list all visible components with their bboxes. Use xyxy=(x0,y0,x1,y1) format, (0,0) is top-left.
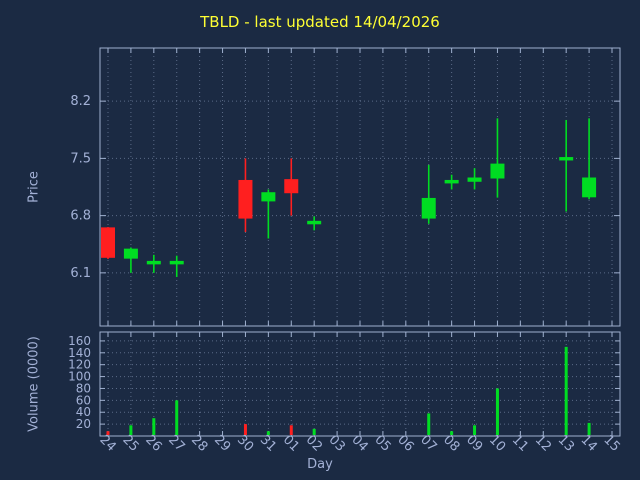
price-tick-label: 6.8 xyxy=(70,209,91,224)
chart-title: TBLD - last updated 14/04/2026 xyxy=(200,13,440,31)
volume-axis-label: Volume (0000) xyxy=(26,336,42,432)
candle-body xyxy=(307,220,322,225)
candle-body xyxy=(169,260,184,265)
volume-tick-label: 60 xyxy=(76,393,91,407)
volume-tick-label: 140 xyxy=(68,346,91,360)
price-tick-label: 8.2 xyxy=(70,94,91,109)
candle-body xyxy=(238,179,253,219)
price-tick-label: 7.5 xyxy=(70,151,91,166)
price-panel-border xyxy=(99,47,621,327)
volume-panel-border xyxy=(99,331,621,437)
candle-body xyxy=(101,227,115,258)
candle-body xyxy=(284,179,299,194)
volume-tick-label: 120 xyxy=(68,358,91,372)
candle-body xyxy=(421,197,436,219)
candle-body xyxy=(146,260,161,265)
volume-tick-label: 100 xyxy=(68,370,91,384)
candle-body xyxy=(261,192,276,202)
price-axis-label: Price xyxy=(26,171,42,203)
volume-tick-label: 80 xyxy=(76,381,91,395)
candle-body xyxy=(490,163,505,179)
candle-body xyxy=(467,177,482,182)
price-tick-label: 6.1 xyxy=(70,266,91,281)
day-axis-label: Day xyxy=(307,457,333,472)
volume-tick-label: 20 xyxy=(76,417,91,431)
candle-body xyxy=(559,157,574,161)
candle-body xyxy=(123,248,138,259)
volume-tick-label: 40 xyxy=(76,405,91,419)
candle-body xyxy=(444,179,459,184)
candle-body xyxy=(582,177,597,198)
volume-tick-label: 160 xyxy=(68,334,91,348)
